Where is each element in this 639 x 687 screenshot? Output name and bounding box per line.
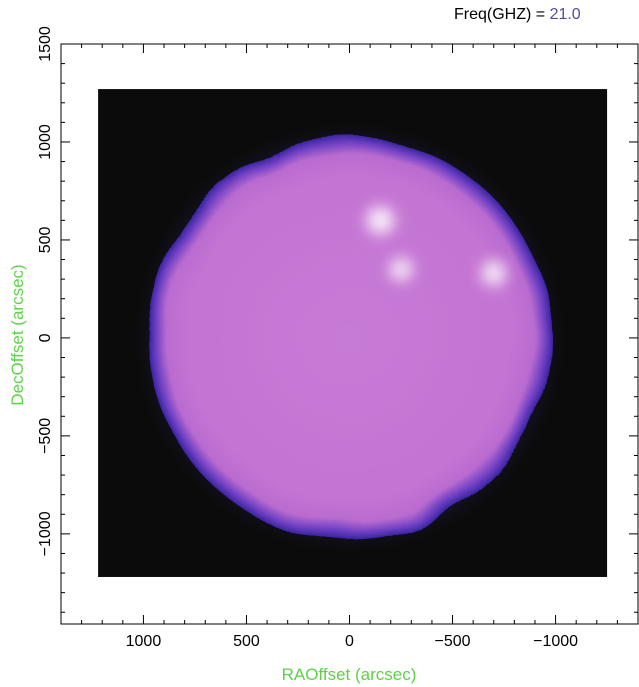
bright-source-3 <box>474 253 514 293</box>
bright-source-1 <box>358 198 402 242</box>
x-tick-label: −500 <box>435 633 471 650</box>
y-tick-label: 1000 <box>37 124 54 160</box>
y-tick-label: 1500 <box>37 26 54 62</box>
y-tick-label: 500 <box>37 227 54 254</box>
y-tick-label: 0 <box>37 333 54 342</box>
x-tick-label: −1000 <box>533 633 578 650</box>
solar-disk <box>148 137 550 539</box>
x-tick-label: 1000 <box>126 633 162 650</box>
y-tick-label: −500 <box>37 418 54 454</box>
y-axis-title: DecOffset (arcsec) <box>8 264 27 405</box>
x-tick-label: 0 <box>345 633 354 650</box>
y-tick-label: −1000 <box>37 511 54 556</box>
x-axis-title: RAOffset (arcsec) <box>282 665 417 684</box>
x-tick-label: 500 <box>233 633 260 650</box>
bright-source-2 <box>382 250 420 288</box>
